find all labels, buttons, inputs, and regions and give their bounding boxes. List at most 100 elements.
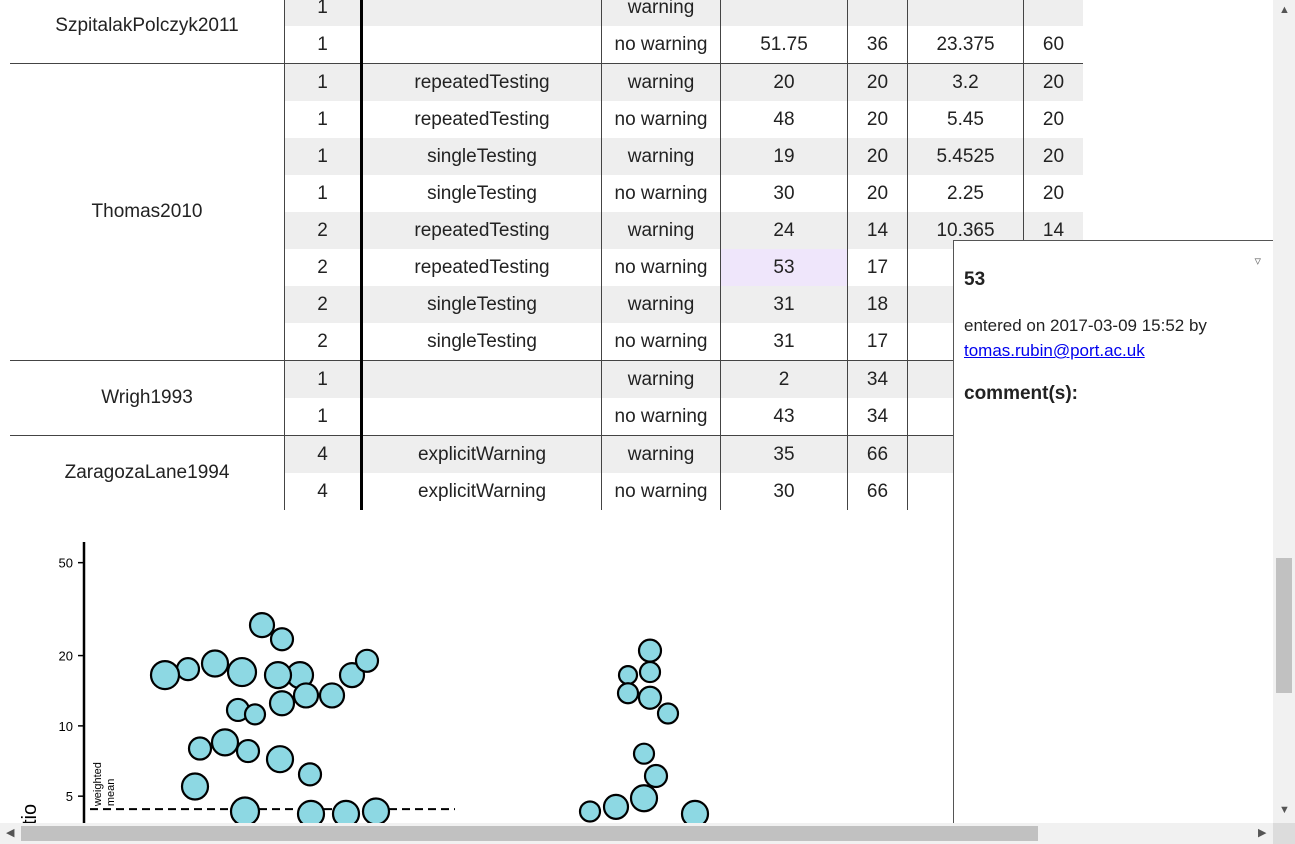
cell-warn[interactable]: no warning	[601, 398, 721, 436]
cell-n1[interactable]: 24	[720, 212, 848, 249]
cell-warn[interactable]: warning	[601, 0, 721, 26]
paper-cell[interactable]: SzpitalakPolczyk2011	[10, 0, 285, 64]
horizontal-scrollbar[interactable]: ◀ ▶	[0, 823, 1273, 844]
cell-cond[interactable]	[361, 398, 602, 436]
cell-n3[interactable]: 3.2	[907, 63, 1024, 101]
cell-warn[interactable]: no warning	[601, 473, 721, 510]
data-point[interactable]	[361, 797, 391, 823]
data-point[interactable]	[632, 742, 656, 765]
cell-warn[interactable]: no warning	[601, 249, 721, 286]
data-point[interactable]	[226, 656, 258, 688]
cell-exp[interactable]: 1	[284, 63, 363, 101]
data-point[interactable]	[210, 728, 240, 757]
collapse-toggle-icon[interactable]: ▿	[1254, 253, 1261, 268]
cell-cond[interactable]: singleTesting	[361, 286, 602, 323]
data-point[interactable]	[354, 648, 380, 673]
cell-n3[interactable]: 2.25	[907, 175, 1024, 212]
cell-warn[interactable]: warning	[601, 360, 721, 398]
cell-cond[interactable]: repeatedTesting	[361, 101, 602, 138]
data-point[interactable]	[616, 682, 640, 705]
data-point[interactable]	[265, 745, 295, 774]
data-point[interactable]	[248, 612, 276, 639]
cell-exp[interactable]: 4	[284, 435, 363, 473]
cell-cond[interactable]	[361, 360, 602, 398]
cell-n3[interactable]: 5.4525	[907, 138, 1024, 175]
data-point[interactable]	[175, 657, 201, 682]
cell-n4[interactable]	[1023, 0, 1083, 26]
cell-n2[interactable]: 36	[847, 26, 908, 64]
data-point[interactable]	[296, 799, 326, 823]
cell-n1[interactable]: 35	[720, 435, 848, 473]
horizontal-scrollbar-thumb[interactable]	[21, 826, 1038, 841]
cell-cond[interactable]: repeatedTesting	[361, 63, 602, 101]
data-point[interactable]	[292, 682, 320, 709]
data-point[interactable]	[149, 659, 181, 691]
data-point[interactable]	[602, 793, 630, 820]
scroll-right-arrow-icon[interactable]: ▶	[1258, 827, 1267, 839]
data-point[interactable]	[331, 799, 361, 823]
cell-n2[interactable]: 66	[847, 435, 908, 473]
data-point[interactable]	[263, 660, 293, 690]
cell-cond[interactable]	[361, 26, 602, 64]
cell-n2[interactable]: 20	[847, 175, 908, 212]
cell-n2[interactable]: 17	[847, 249, 908, 286]
cell-cond[interactable]: repeatedTesting	[361, 249, 602, 286]
scroll-down-arrow-icon[interactable]: ▼	[1279, 804, 1290, 816]
cell-exp[interactable]: 2	[284, 212, 363, 249]
cell-n4[interactable]: 20	[1023, 63, 1083, 101]
cell-n2[interactable]: 20	[847, 63, 908, 101]
data-point[interactable]	[243, 703, 267, 726]
cell-n4[interactable]: 20	[1042, 108, 1065, 130]
cell-n1[interactable]: 30	[720, 175, 848, 212]
cell-warn[interactable]: no warning	[601, 101, 721, 138]
data-point[interactable]	[318, 682, 346, 709]
data-point[interactable]	[268, 690, 296, 717]
cell-exp[interactable]: 1	[284, 26, 363, 64]
cell-n1[interactable]: 48	[720, 101, 848, 138]
cell-n1[interactable]: 31	[720, 323, 848, 361]
cell-n2[interactable]: 20	[847, 138, 908, 175]
cell-warn[interactable]: warning	[601, 138, 721, 175]
cell-n1[interactable]: 20	[720, 63, 848, 101]
cell-exp[interactable]: 1	[284, 360, 363, 398]
cell-n2[interactable]	[847, 0, 908, 26]
cell-n1[interactable]: 31	[720, 286, 848, 323]
cell-warn[interactable]: warning	[601, 435, 721, 473]
vertical-scrollbar[interactable]: ▲ ▼	[1273, 0, 1295, 823]
cell-n2[interactable]: 14	[847, 212, 908, 249]
paper-cell[interactable]: Thomas2010	[10, 63, 285, 361]
cell-exp[interactable]: 1	[284, 0, 363, 26]
data-point[interactable]	[629, 784, 659, 813]
data-point[interactable]	[235, 738, 261, 764]
cell-n1[interactable]: 43	[720, 398, 848, 436]
cell-n1[interactable]: 30	[720, 473, 848, 510]
cell-n1[interactable]: 19	[720, 138, 848, 175]
cell-n3[interactable]: 5.45	[907, 101, 1024, 138]
cell-n4[interactable]: 20	[1023, 138, 1083, 175]
cell-cond[interactable]: singleTesting	[361, 138, 602, 175]
vertical-scrollbar-thumb[interactable]	[1276, 558, 1292, 693]
cell-exp[interactable]: 1	[284, 175, 363, 212]
cell-n3[interactable]	[907, 0, 1024, 26]
cell-n4[interactable]: 60	[1042, 33, 1065, 55]
cell-n1[interactable]: 2	[720, 360, 848, 398]
cell-n2[interactable]: 20	[847, 101, 908, 138]
popup-email-link[interactable]: tomas.rubin@port.ac.uk	[964, 341, 1145, 360]
cell-cond[interactable]: explicitWarning	[361, 435, 602, 473]
data-point[interactable]	[200, 649, 230, 678]
data-point[interactable]	[637, 685, 663, 710]
data-point[interactable]	[187, 736, 213, 761]
cell-cond[interactable]: repeatedTesting	[361, 212, 602, 249]
data-point[interactable]	[638, 660, 662, 684]
cell-warn[interactable]: warning	[601, 286, 721, 323]
paper-cell[interactable]: Wrigh1993	[10, 360, 285, 436]
cell-cond[interactable]: singleTesting	[361, 175, 602, 212]
cell-n2[interactable]: 34	[847, 360, 908, 398]
cell-exp[interactable]: 2	[284, 323, 363, 361]
cell-exp[interactable]: 1	[284, 101, 363, 138]
cell-n1[interactable]	[720, 0, 848, 26]
cell-n2[interactable]: 34	[847, 398, 908, 436]
paper-cell[interactable]: ZaragozaLane1994	[10, 435, 285, 510]
data-point[interactable]	[229, 796, 261, 823]
data-point[interactable]	[297, 762, 323, 787]
